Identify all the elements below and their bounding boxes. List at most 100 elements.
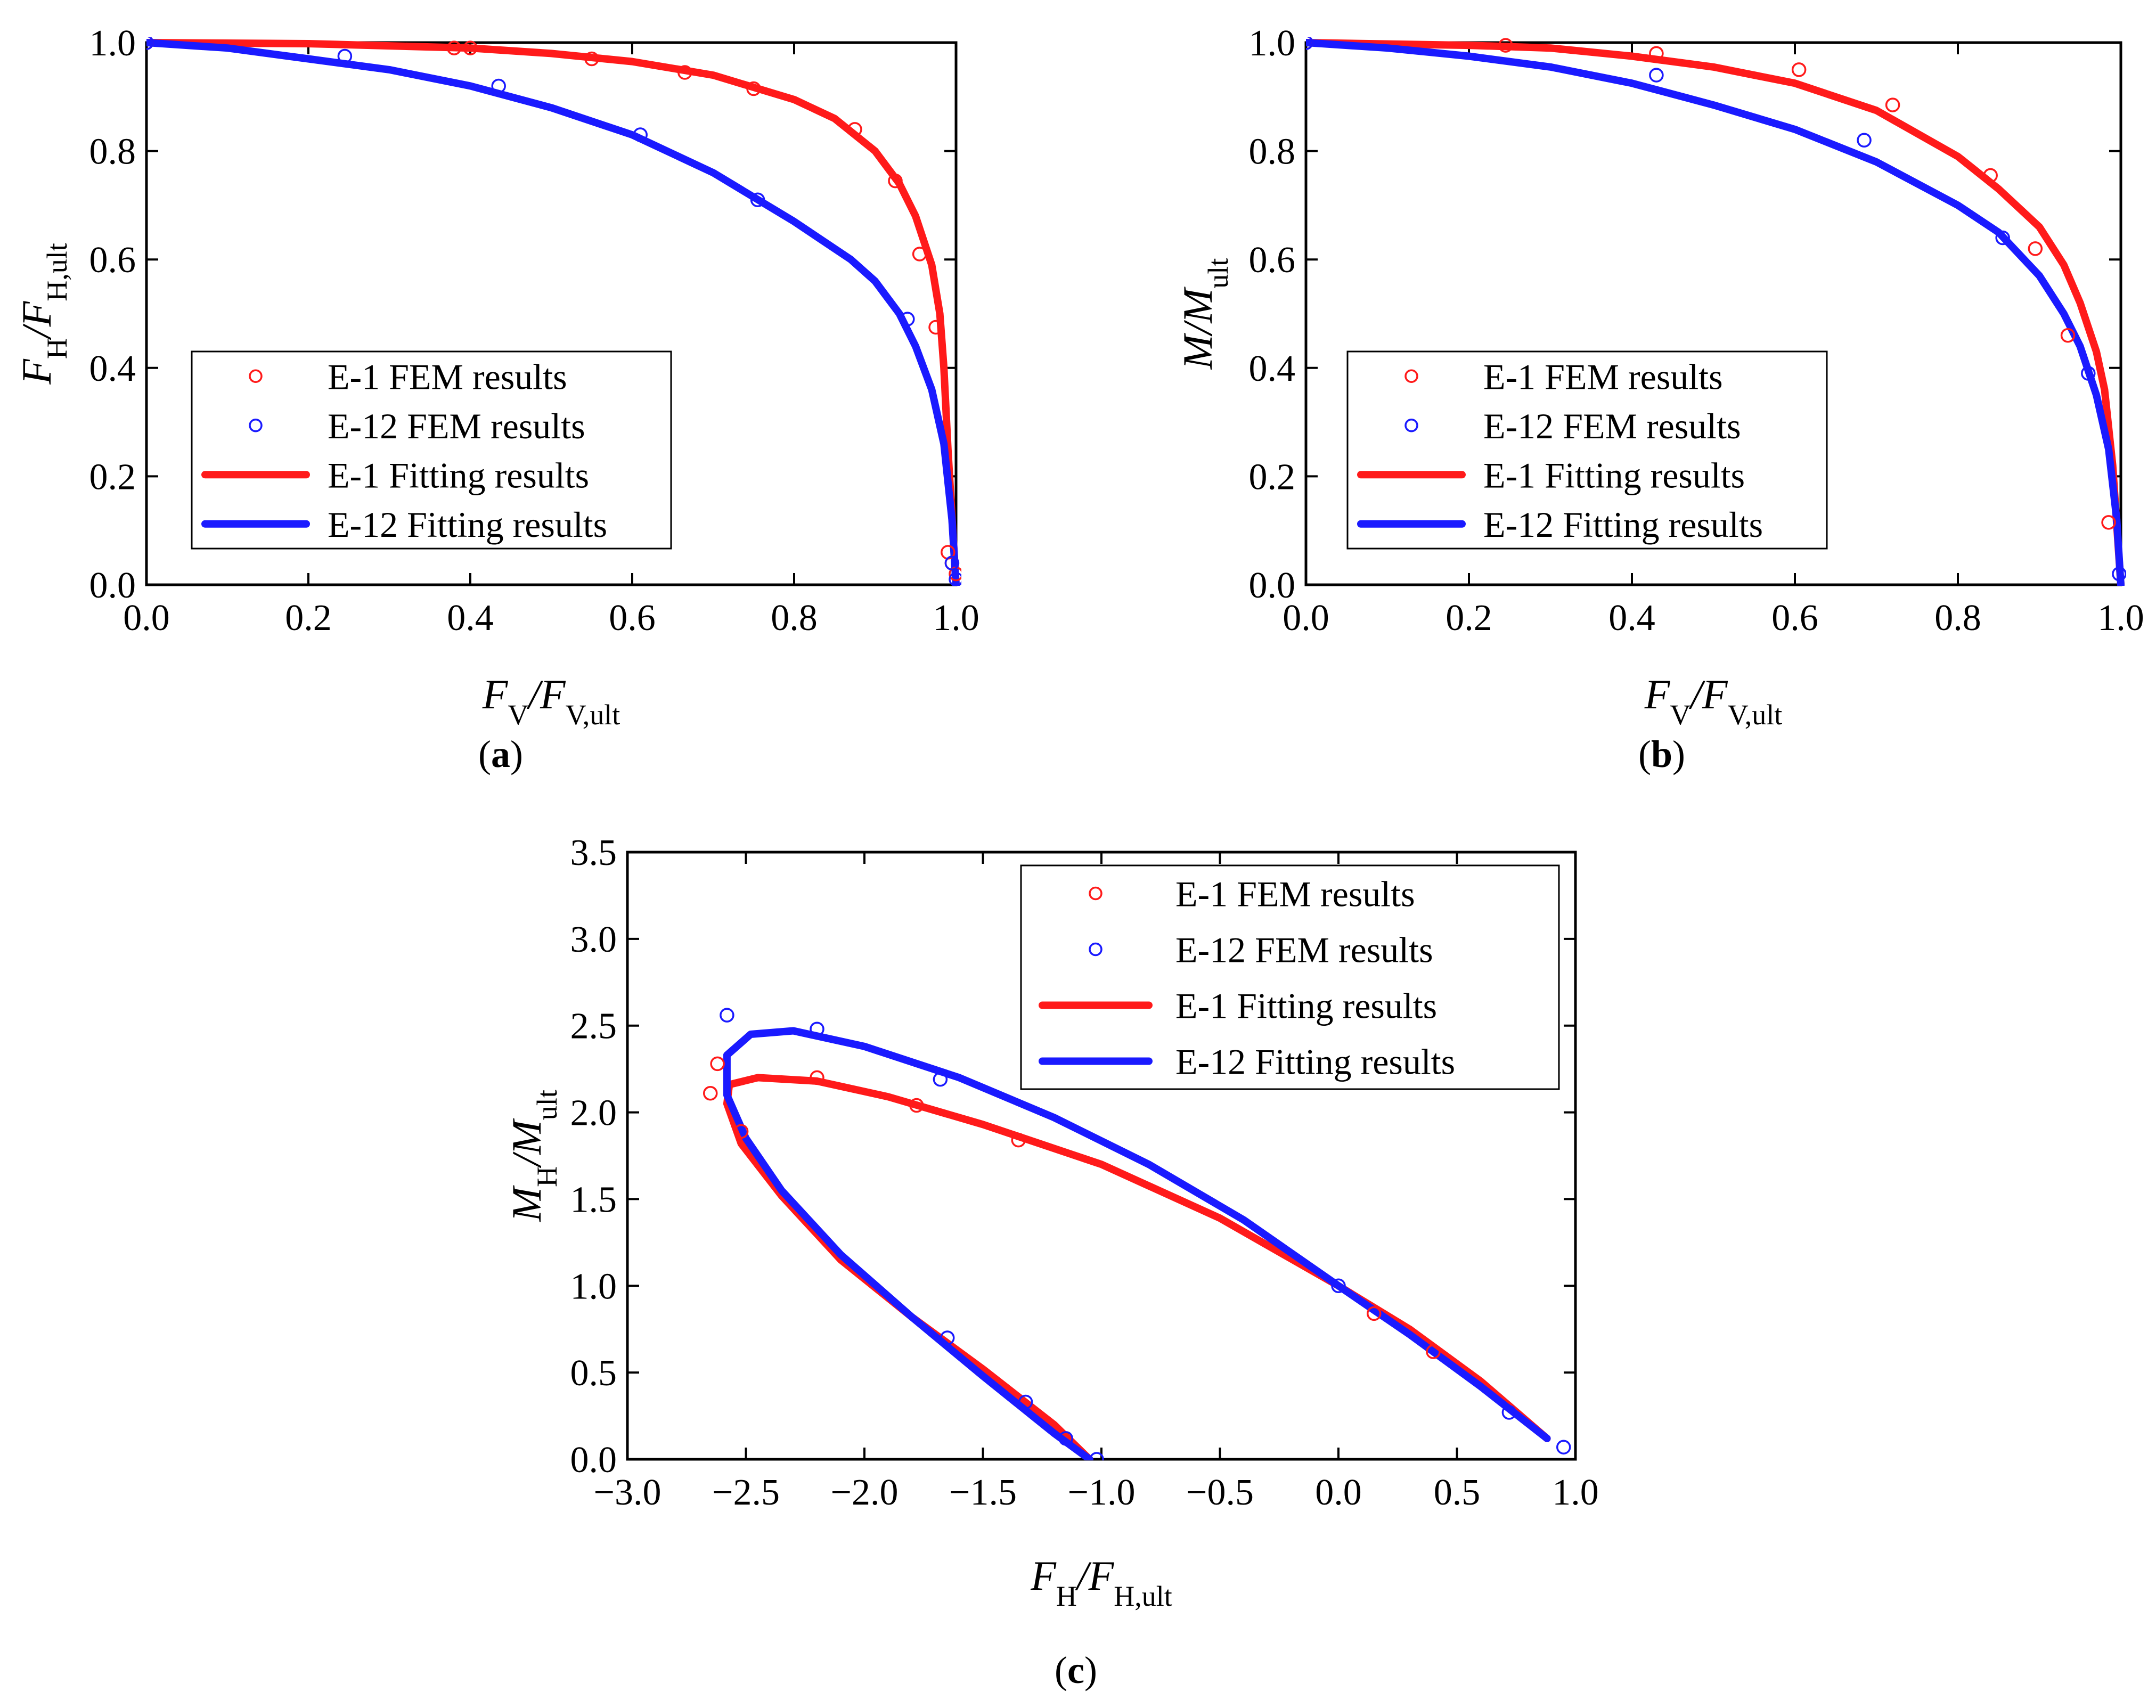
data-point xyxy=(703,1085,718,1101)
x-axis-label: FV/FV,ult xyxy=(482,671,620,731)
data-point xyxy=(888,173,903,189)
y-tick-label: 0.0 xyxy=(89,565,136,606)
data-point xyxy=(1331,1278,1346,1294)
y-tick-label: 0.5 xyxy=(570,1353,617,1394)
legend: E-1 FEM results E-12 FEM results E-1 Fitti… xyxy=(1346,350,1828,550)
y-tick-label: 0.6 xyxy=(1249,240,1296,281)
y-axis-label: FH/FH,ult xyxy=(13,243,73,385)
data-point xyxy=(900,312,915,326)
x-axis-label: FH/FH,ult xyxy=(1030,1552,1172,1612)
x-tick-label: 0.5 xyxy=(1434,1472,1481,1513)
legend-label: E-12 FEM results xyxy=(1483,406,1741,446)
y-tick-label: 0.0 xyxy=(1249,565,1296,606)
legend-label: E-1 FEM results xyxy=(328,356,567,397)
data-point xyxy=(1501,1405,1517,1420)
legend-label: E-12 FEM results xyxy=(328,406,585,446)
x-tick-label: 0.4 xyxy=(1608,598,1655,639)
plot-area xyxy=(146,37,961,586)
legend-marker xyxy=(1089,886,1102,901)
y-tick-label: 1.5 xyxy=(570,1179,617,1220)
data-point xyxy=(1885,97,1900,112)
series-line xyxy=(1306,39,2125,586)
panel-label: (b) xyxy=(1638,733,1685,775)
data-point xyxy=(1857,133,1872,148)
data-point xyxy=(1306,37,1313,50)
legend-marker xyxy=(1404,419,1418,432)
legend-label: E-1 FEM results xyxy=(1483,356,1723,397)
x-tick-label: 1.0 xyxy=(2097,598,2144,639)
legend: E-1 FEM results E-12 FEM results E-1 Fitti… xyxy=(191,350,672,550)
y-tick-label: 2.5 xyxy=(570,1006,617,1047)
x-tick-label: 0.0 xyxy=(1315,1472,1362,1513)
series-line xyxy=(146,39,960,586)
series-line xyxy=(723,1074,1551,1460)
data-point xyxy=(146,37,154,50)
data-point xyxy=(677,65,692,80)
data-point xyxy=(2112,566,2126,582)
data-point xyxy=(1995,230,2010,246)
y-tick-label: 0.8 xyxy=(89,132,136,173)
data-point xyxy=(1367,1306,1382,1321)
data-point xyxy=(337,48,353,64)
data-point xyxy=(2101,515,2116,530)
legend-marker xyxy=(1089,942,1102,957)
x-tick-label: −2.0 xyxy=(831,1472,899,1513)
data-point xyxy=(710,1056,725,1072)
legend-label: E-1 FEM results xyxy=(1175,874,1415,914)
chart-panel-b: 0.0 0.2 0.4 0.6 0.8 1.0 0.0 0.2 0.4 0.6 0.8 1.0 E-1 … xyxy=(1174,23,2144,775)
data-point xyxy=(733,1124,749,1139)
x-tick-label: 1.0 xyxy=(933,598,979,639)
legend-box xyxy=(191,350,672,550)
legend-label: E-1 Fitting results xyxy=(1483,455,1745,495)
y-tick-label: 3.0 xyxy=(570,919,617,960)
plot-frame xyxy=(145,41,958,586)
x-tick-label: 0.2 xyxy=(1446,598,1492,639)
data-point xyxy=(944,555,960,571)
data-point xyxy=(2081,366,2096,381)
data-point xyxy=(1058,1431,1073,1446)
data-point xyxy=(1426,1344,1441,1359)
x-tick-label: 0.4 xyxy=(447,598,494,639)
y-tick-label: 0.8 xyxy=(1249,132,1296,173)
data-point xyxy=(1556,1440,1571,1454)
series-line xyxy=(723,1027,1551,1460)
legend-marker xyxy=(1404,369,1418,383)
plot-area xyxy=(703,1008,1571,1460)
legend-marker xyxy=(249,419,263,432)
plot-area xyxy=(1306,37,2126,586)
y-axis-label: MH/Mult xyxy=(503,1090,563,1222)
data-point xyxy=(1649,68,1664,83)
data-point xyxy=(750,192,765,207)
chart-panel-a: 0.0 0.2 0.4 0.6 0.8 1.0 0.0 0.2 0.4 0.6 0.8 1.0 E-1 … xyxy=(13,23,979,775)
legend-label: E-12 Fitting results xyxy=(328,504,607,545)
data-point xyxy=(810,1070,824,1085)
y-tick-label: 1.0 xyxy=(89,23,136,64)
data-point xyxy=(463,40,478,55)
data-point xyxy=(1089,1452,1104,1460)
data-point xyxy=(928,320,943,335)
legend-label: E-1 Fitting results xyxy=(328,455,589,495)
data-point xyxy=(810,1021,824,1036)
data-point xyxy=(2028,241,2043,256)
y-tick-label: 1.0 xyxy=(570,1266,617,1307)
y-tick-label: 0.4 xyxy=(89,348,136,389)
data-point xyxy=(940,1330,955,1345)
data-point xyxy=(1791,62,1807,77)
data-point xyxy=(491,78,506,94)
x-tick-label: 0.6 xyxy=(609,598,656,639)
x-tick-label: −2.5 xyxy=(712,1472,780,1513)
data-point xyxy=(1649,46,1664,61)
data-point xyxy=(584,51,599,67)
legend-label: E-12 Fitting results xyxy=(1175,1042,1455,1082)
x-axis-label: FV/FV,ult xyxy=(1644,671,1783,731)
x-tick-label: −1.0 xyxy=(1068,1472,1136,1513)
data-point xyxy=(2060,328,2076,343)
data-point xyxy=(847,122,862,137)
legend-marker xyxy=(249,369,263,383)
data-point xyxy=(446,40,462,55)
x-tick-label: 0.6 xyxy=(1771,598,1818,639)
legend-box xyxy=(1020,864,1560,1090)
panel-label: (c) xyxy=(1055,1649,1097,1691)
legend-label: E-12 FEM results xyxy=(1175,930,1433,970)
data-point xyxy=(633,127,648,142)
